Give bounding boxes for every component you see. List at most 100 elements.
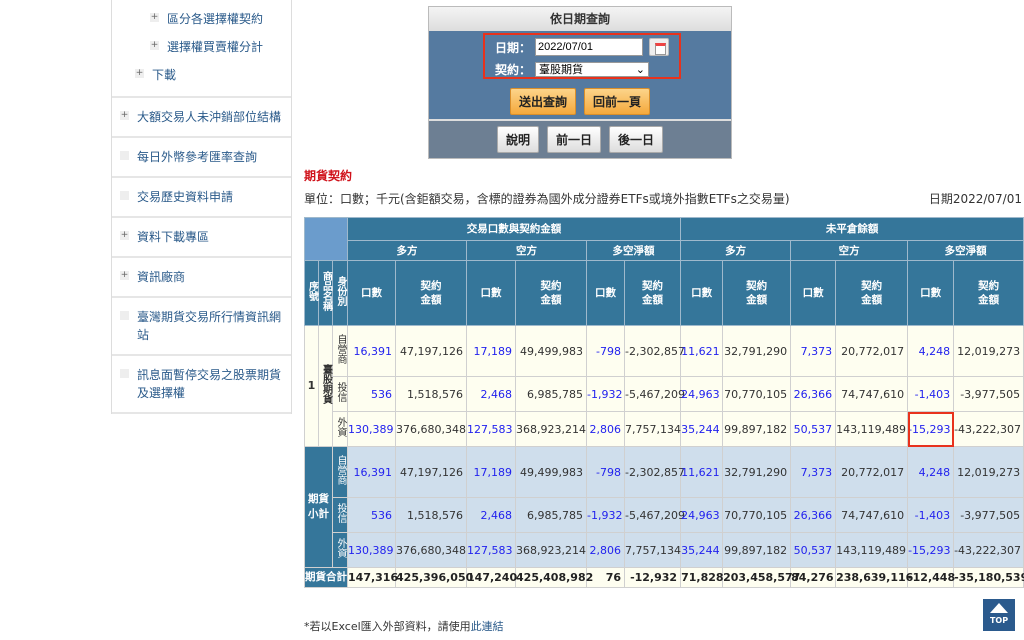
value-cell: -3,977,505 — [953, 497, 1024, 533]
table-row: 外資 130,389 376,680,348 127,583 368,923,214 2,… — [305, 532, 1024, 568]
value-cell[interactable]: 11,621 — [680, 325, 724, 377]
value-cell[interactable]: 127,583 — [466, 411, 517, 447]
value-cell[interactable]: -1,403 — [907, 497, 955, 533]
value-cell: 74,747,610 — [835, 376, 909, 412]
sidebar-item[interactable]: 訊息面暫停交易之股票期貨及選擇權 — [112, 356, 291, 414]
value-cell[interactable]: 17,189 — [466, 446, 517, 498]
calendar-icon[interactable] — [649, 38, 669, 56]
header-qty: 口數 — [680, 260, 724, 326]
date-input[interactable] — [535, 38, 643, 56]
value-cell: 376,680,348 — [395, 411, 468, 447]
value-cell[interactable]: 130,389 — [347, 532, 397, 568]
value-cell[interactable]: -15,293 — [907, 532, 955, 568]
value-cell[interactable]: 24,963 — [680, 376, 724, 412]
sidebar-item-label: 區分各選擇權契約 — [167, 12, 264, 26]
value-cell[interactable]: 24,963 — [680, 497, 724, 533]
excel-link[interactable]: 此連結 — [470, 620, 504, 633]
header-qty: 口數 — [586, 260, 626, 326]
submit-button[interactable]: 送出查詢 — [509, 88, 576, 115]
sidebar-item[interactable]: 臺灣期貨交易所行情資訊網站 — [112, 298, 291, 356]
value-cell: 47,197,126 — [395, 446, 468, 498]
sidebar-subitem[interactable]: + 下載 — [112, 60, 291, 98]
date-label: 日期： — [494, 40, 531, 55]
value-cell[interactable]: 2,468 — [466, 497, 517, 533]
subtotal-label: 期貨小計 — [304, 446, 333, 568]
header-short: 空方 — [466, 240, 588, 261]
plus-icon[interactable]: + — [120, 110, 129, 120]
value-cell[interactable]: 50,537 — [790, 532, 837, 568]
value-cell[interactable]: -1,932 — [586, 497, 626, 533]
value-cell[interactable]: 16,391 — [347, 325, 397, 377]
value-cell[interactable]: 7,373 — [790, 325, 837, 377]
header-amount-line2: 金額 — [540, 294, 562, 306]
contract-select[interactable]: 臺股期貨 ⌄ — [535, 61, 649, 77]
value-cell[interactable]: 130,389 — [347, 411, 397, 447]
plus-icon[interactable]: + — [135, 68, 144, 78]
top-label: TOP — [989, 616, 1009, 625]
value-cell: 368,923,214 — [515, 411, 588, 447]
value-cell[interactable]: -1,403 — [907, 376, 955, 412]
sidebar-item-label: 下載 — [152, 68, 177, 82]
value-cell[interactable]: 2,806 — [586, 411, 626, 447]
sidebar-subitem[interactable]: + 選擇權買賣權分計 — [112, 32, 291, 60]
value-cell[interactable]: 26,366 — [790, 376, 837, 412]
plus-icon[interactable]: + — [120, 230, 129, 240]
value-cell: 6,985,785 — [515, 376, 588, 412]
plus-icon[interactable]: + — [120, 270, 129, 280]
header-amount-line1: 契約 — [420, 280, 442, 292]
value-cell: -2,302,857 — [624, 446, 685, 498]
value-cell[interactable]: 127,583 — [466, 532, 517, 568]
header-amount-line1: 契約 — [540, 280, 562, 292]
value-cell: 99,897,182 — [722, 532, 792, 568]
value-cell[interactable]: 35,244 — [680, 411, 724, 447]
sidebar-item[interactable]: 每日外幣參考匯率查詢 — [112, 138, 291, 178]
identity-cell-text: 自營商 — [335, 334, 346, 364]
total-row: 期貨合計 147,316 425,396,050 147,240 425,408,982… — [303, 567, 1024, 588]
value-cell: 7,757,134 — [624, 532, 682, 568]
back-to-top-button[interactable]: TOP — [983, 599, 1015, 631]
value-cell[interactable]: 16,391 — [347, 446, 397, 498]
value-cell[interactable]: 536 — [347, 497, 397, 533]
sidebar-item[interactable]: + 大額交易人未沖銷部位結構 — [112, 98, 291, 138]
value-cell[interactable]: -798 — [586, 325, 626, 377]
back-button[interactable]: 回前一頁 — [584, 88, 651, 115]
sidebar-item-label: 選擇權買賣權分計 — [167, 40, 264, 54]
unit-text: 單位：口數；千元(含鉅額交易，含標的證券為國外成分證券ETFs或境外指數ETFs… — [304, 192, 790, 206]
value-cell[interactable]: 35,244 — [680, 532, 724, 568]
value-cell[interactable]: 4,248 — [907, 446, 955, 498]
sidebar-item[interactable]: 交易歷史資料申請 — [112, 178, 291, 218]
sidebar-item[interactable]: + 資料下載專區 — [112, 218, 291, 258]
help-button[interactable]: 說明 — [496, 126, 539, 153]
total-value-cell: 238,639,116 — [835, 567, 913, 588]
sidebar-subitem[interactable]: + 區分各選擇權契約 — [112, 0, 291, 32]
sidebar-item[interactable]: + 資訊廠商 — [112, 258, 291, 298]
header-amount-line2: 金額 — [642, 294, 664, 306]
next-day-button[interactable]: 後一日 — [609, 126, 664, 153]
value-cell[interactable]: -15,293 — [907, 411, 955, 447]
value-cell[interactable]: 50,537 — [790, 411, 837, 447]
value-cell[interactable]: -1,932 — [586, 376, 626, 412]
plus-icon[interactable]: + — [150, 12, 159, 22]
value-cell[interactable]: -798 — [586, 446, 626, 498]
header-amount: 契約 金額 — [722, 260, 792, 326]
header-amount-line2: 金額 — [978, 294, 1000, 306]
product-cell-text: 臺股期貨 — [320, 364, 332, 404]
futures-table: 交易口數與契約金額 未平倉餘額 多方 空方 多空淨額 多方 空方 多空淨額 序號 商品名稱 身份… — [303, 217, 1024, 588]
total-value-cell: 425,408,982 — [515, 567, 593, 588]
value-cell[interactable]: 26,366 — [790, 497, 837, 533]
value-cell[interactable]: 2,806 — [586, 532, 626, 568]
header-amount-line2: 金額 — [420, 294, 442, 306]
value-cell[interactable]: 17,189 — [466, 325, 517, 377]
value-cell[interactable]: 2,468 — [466, 376, 517, 412]
value-cell[interactable]: 11,621 — [680, 446, 724, 498]
value-cell: 20,772,017 — [835, 325, 909, 377]
header-net: 多空淨額 — [907, 240, 1024, 261]
value-cell[interactable]: 536 — [347, 376, 397, 412]
seq-cell: 1 — [304, 325, 319, 447]
identity-cell-text: 外資 — [335, 417, 346, 437]
header-long: 多方 — [347, 240, 468, 261]
plus-icon[interactable]: + — [150, 40, 159, 50]
value-cell[interactable]: 7,373 — [790, 446, 837, 498]
value-cell[interactable]: 4,248 — [907, 325, 955, 377]
prev-day-button[interactable]: 前一日 — [546, 126, 601, 153]
